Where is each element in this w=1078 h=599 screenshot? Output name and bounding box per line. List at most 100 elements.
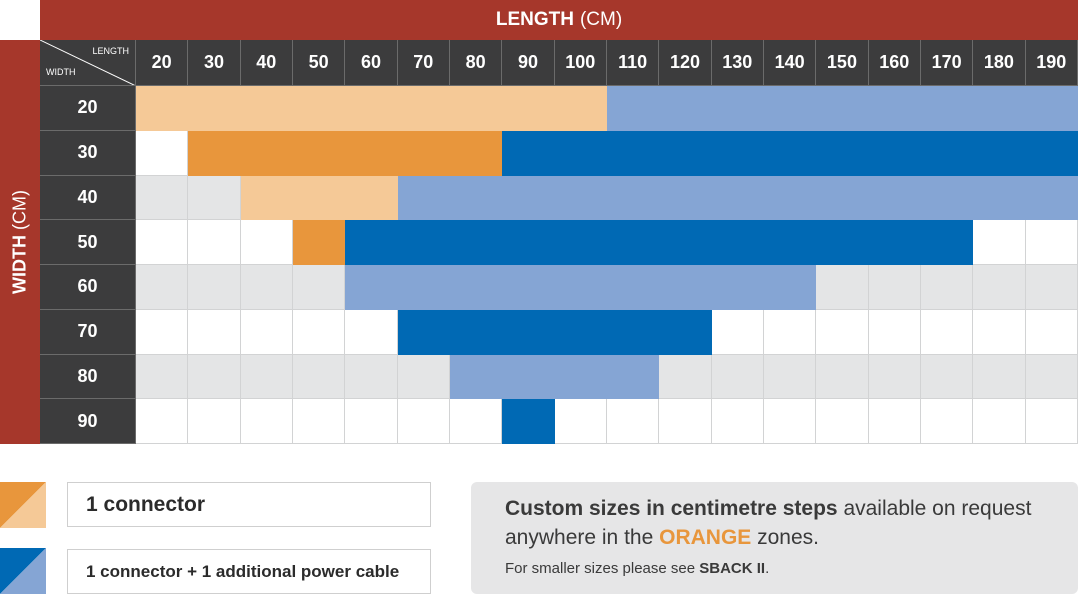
matrix-cell-90x140 [763, 399, 817, 444]
note-mid-text: available on request anywhere in the [505, 497, 1032, 549]
legend-orange-swatch [0, 482, 46, 528]
width-header-60: 60 [40, 265, 136, 310]
matrix-cell-70x30 [188, 309, 241, 355]
corner-diagonal [40, 40, 135, 85]
matrix-cell-60x40 [240, 265, 293, 310]
matrix-cell-40x70 [397, 175, 450, 221]
matrix-cell-80x40 [240, 354, 293, 400]
matrix-cell-80x70 [397, 354, 450, 400]
matrix-cell-30x30 [188, 130, 241, 176]
matrix-cell-90x160 [868, 399, 921, 444]
length-header-140: 140 [763, 40, 817, 86]
matrix-cell-70x190 [1025, 309, 1078, 355]
custom-sizes-note: Custom sizes in centimetre steps availab… [471, 482, 1078, 594]
matrix-cell-60x180 [973, 265, 1026, 310]
matrix-cell-20x20 [136, 86, 189, 131]
matrix-cell-90x150 [816, 399, 869, 444]
matrix-cell-30x40 [240, 130, 293, 176]
matrix-cell-60x140 [763, 265, 817, 310]
matrix-cell-70x130 [711, 309, 764, 355]
length-header-180: 180 [973, 40, 1026, 86]
matrix-cell-30x150 [816, 130, 869, 176]
matrix-cell-80x100 [554, 354, 607, 400]
size-matrix: LENGTH WIDTH 20 30 40 50 60 70 80 90 100 110 120 13… [40, 40, 1078, 444]
matrix-cell-70x70 [397, 309, 450, 355]
matrix-cell-20x180 [973, 86, 1026, 131]
matrix-cell-70x160 [868, 309, 921, 355]
width-axis-header: WIDTH (CM) [0, 40, 40, 444]
width-header-40: 40 [40, 175, 136, 221]
matrix-cell-50x80 [449, 220, 503, 265]
length-header-40: 40 [240, 40, 293, 86]
matrix-cell-80x170 [920, 354, 974, 400]
matrix-cell-80x150 [816, 354, 869, 400]
matrix-cell-90x170 [920, 399, 974, 444]
matrix-cell-40x170 [920, 175, 974, 221]
matrix-cell-50x40 [240, 220, 293, 265]
matrix-cell-30x110 [606, 130, 660, 176]
matrix-cell-30x140 [763, 130, 817, 176]
matrix-cell-40x20 [136, 175, 189, 221]
length-header-190: 190 [1025, 40, 1078, 86]
matrix-cell-80x160 [868, 354, 921, 400]
length-header-100: 100 [554, 40, 607, 86]
matrix-cell-70x170 [920, 309, 974, 355]
matrix-cell-60x70 [397, 265, 450, 310]
matrix-cell-60x90 [502, 265, 555, 310]
matrix-cell-80x110 [606, 354, 660, 400]
matrix-cell-40x190 [1025, 175, 1078, 221]
matrix-cell-80x180 [973, 354, 1026, 400]
matrix-corner-cell: LENGTH WIDTH [40, 40, 136, 86]
matrix-cell-30x170 [920, 130, 974, 176]
matrix-cell-90x190 [1025, 399, 1078, 444]
matrix-cell-60x30 [188, 265, 241, 310]
matrix-cell-30x190 [1025, 130, 1078, 176]
note-bold-text: Custom sizes in centimetre steps [505, 497, 838, 520]
width-header-20: 20 [40, 86, 136, 131]
width-header-50: 50 [40, 220, 136, 265]
matrix-cell-50x130 [711, 220, 764, 265]
matrix-cell-90x100 [554, 399, 607, 444]
matrix-cell-20x90 [502, 86, 555, 131]
matrix-cell-30x20 [136, 130, 189, 176]
matrix-cell-60x170 [920, 265, 974, 310]
matrix-cell-50x60 [345, 220, 398, 265]
matrix-cell-90x180 [973, 399, 1026, 444]
corner-length-label: LENGTH [92, 46, 129, 56]
matrix-cell-90x70 [397, 399, 450, 444]
matrix-cell-20x140 [763, 86, 817, 131]
matrix-cell-40x120 [659, 175, 712, 221]
matrix-cell-80x80 [449, 354, 503, 400]
matrix-cell-20x100 [554, 86, 607, 131]
matrix-cell-70x100 [554, 309, 607, 355]
matrix-cell-50x160 [868, 220, 921, 265]
length-header-120: 120 [659, 40, 712, 86]
matrix-cell-50x120 [659, 220, 712, 265]
matrix-cell-50x150 [816, 220, 869, 265]
matrix-cell-50x140 [763, 220, 817, 265]
note-end-text: zones. [751, 526, 820, 549]
matrix-cell-80x30 [188, 354, 241, 400]
legend-blue-label: 1 connector + 1 additional power cable [67, 549, 431, 594]
matrix-cell-90x90 [502, 399, 555, 444]
matrix-cell-40x60 [345, 175, 398, 221]
matrix-cell-30x120 [659, 130, 712, 176]
matrix-cell-40x40 [240, 175, 293, 221]
length-header-60: 60 [345, 40, 398, 86]
width-header-30: 30 [40, 130, 136, 176]
matrix-cell-40x180 [973, 175, 1026, 221]
note-smaller-suffix: . [765, 560, 770, 577]
matrix-cell-70x140 [763, 309, 817, 355]
matrix-cell-90x50 [292, 399, 346, 444]
matrix-cell-30x130 [711, 130, 764, 176]
matrix-cell-80x50 [292, 354, 346, 400]
note-main-text: Custom sizes in centimetre steps availab… [505, 494, 1062, 552]
matrix-cell-60x190 [1025, 265, 1078, 310]
matrix-cell-80x190 [1025, 354, 1078, 400]
matrix-cell-40x110 [606, 175, 660, 221]
matrix-cell-20x110 [606, 86, 660, 131]
matrix-cell-30x50 [292, 130, 346, 176]
matrix-cell-20x70 [397, 86, 450, 131]
matrix-cell-70x150 [816, 309, 869, 355]
matrix-cell-40x90 [502, 175, 555, 221]
